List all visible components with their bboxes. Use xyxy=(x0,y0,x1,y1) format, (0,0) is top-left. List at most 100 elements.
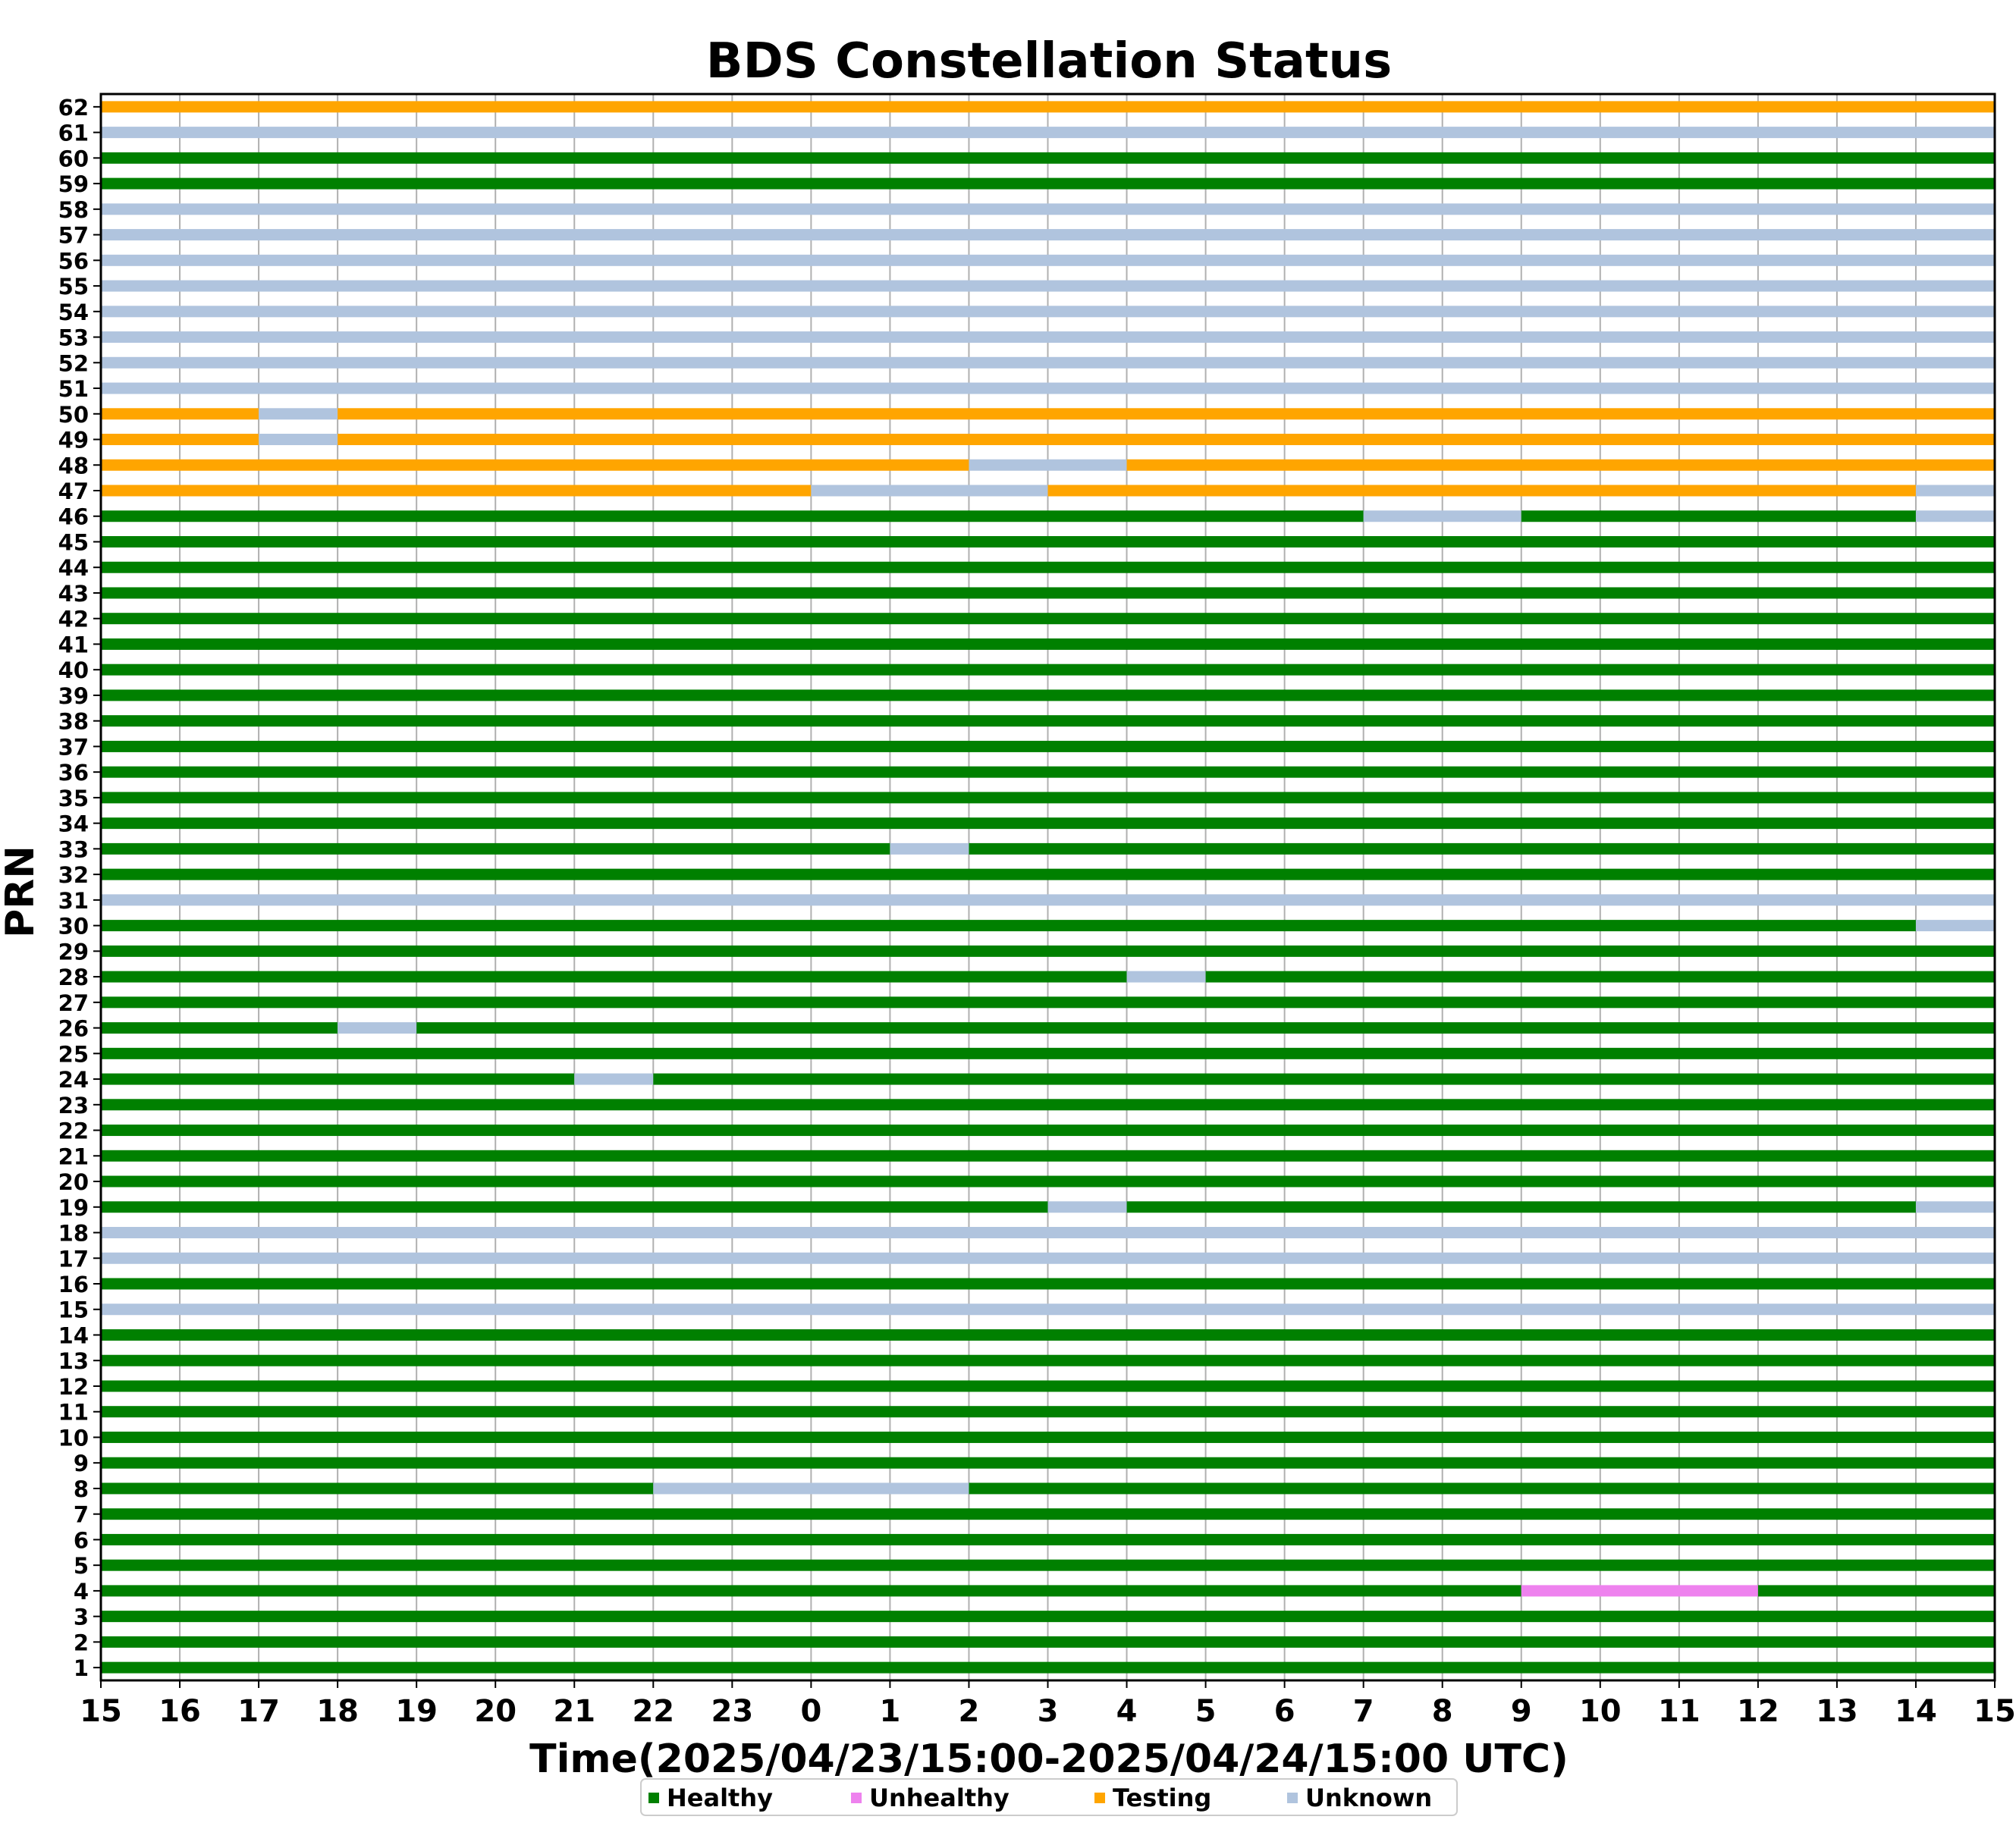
y-tick-label: 35 xyxy=(58,786,89,811)
x-tick-label: 15 xyxy=(1974,1694,2016,1729)
y-tick-label: 55 xyxy=(58,274,89,300)
y-tick-label: 29 xyxy=(58,939,89,965)
status-segment-prn-61 xyxy=(101,127,1995,139)
status-segment-prn-32 xyxy=(101,868,1995,880)
y-tick-label: 8 xyxy=(74,1476,89,1502)
status-segment-prn-48 xyxy=(969,459,1127,471)
y-tick-label: 25 xyxy=(58,1041,89,1067)
status-segment-prn-30 xyxy=(101,920,1916,932)
y-tick-label: 15 xyxy=(58,1297,89,1323)
status-segment-prn-5 xyxy=(101,1559,1995,1571)
y-tick-label: 28 xyxy=(58,965,89,990)
y-tick-label: 59 xyxy=(58,171,89,197)
status-segment-prn-30 xyxy=(1915,920,1995,932)
status-segment-prn-11 xyxy=(101,1406,1995,1418)
x-tick-label: 14 xyxy=(1895,1694,1937,1729)
y-tick-label: 4 xyxy=(74,1579,89,1605)
status-segment-prn-1 xyxy=(101,1661,1995,1674)
status-segment-prn-49 xyxy=(259,434,338,446)
status-segment-prn-28 xyxy=(1126,971,1206,983)
status-bars xyxy=(101,101,1995,1674)
status-segment-prn-4 xyxy=(101,1585,1521,1597)
status-segment-prn-50 xyxy=(338,408,1995,420)
status-segment-prn-50 xyxy=(259,408,338,420)
y-tick-label: 53 xyxy=(58,325,89,351)
x-tick-label: 20 xyxy=(474,1694,517,1729)
y-tick-label: 6 xyxy=(74,1527,89,1553)
status-segment-prn-10 xyxy=(101,1431,1995,1443)
status-segment-prn-9 xyxy=(101,1457,1995,1469)
y-tick-label: 14 xyxy=(58,1322,89,1348)
x-tick-label: 13 xyxy=(1816,1694,1858,1729)
y-tick-label: 2 xyxy=(74,1630,89,1655)
status-segment-prn-46 xyxy=(1521,510,1916,522)
x-tick-label: 2 xyxy=(959,1694,980,1729)
y-tick-label: 56 xyxy=(58,248,89,274)
y-tick-label: 39 xyxy=(58,683,89,709)
y-tick-label: 54 xyxy=(58,300,89,325)
status-segment-prn-19 xyxy=(1047,1201,1127,1213)
y-tick-label: 21 xyxy=(58,1144,89,1169)
status-segment-prn-25 xyxy=(101,1047,1995,1059)
y-tick-label: 17 xyxy=(58,1246,89,1272)
y-tick-label: 36 xyxy=(58,760,89,786)
status-segment-prn-19 xyxy=(1915,1201,1995,1213)
y-tick-label: 60 xyxy=(58,146,89,171)
legend-swatch-unhealthy xyxy=(851,1793,862,1803)
y-tick-label: 24 xyxy=(58,1067,89,1093)
y-tick-label: 44 xyxy=(58,555,89,581)
x-axis-label: Time(2025/04/23/15:00-2025/04/24/15:00 U… xyxy=(529,1736,1569,1782)
y-tick-label: 51 xyxy=(58,376,89,402)
y-tick-label: 33 xyxy=(58,836,89,862)
status-segment-prn-13 xyxy=(101,1354,1995,1366)
status-segment-prn-37 xyxy=(101,740,1995,752)
y-tick-label: 43 xyxy=(58,581,89,607)
status-segment-prn-51 xyxy=(101,382,1995,394)
y-tick-label: 46 xyxy=(58,504,89,530)
status-segment-prn-20 xyxy=(101,1175,1995,1187)
legend-frame xyxy=(640,1778,1458,1816)
status-segment-prn-21 xyxy=(101,1150,1995,1162)
y-tick-label: 1 xyxy=(74,1655,89,1681)
x-axis-ticks: 15 16 17 18 19 20 21 22 23 0 1 2 3 4 5 6 7 8 9 10 11 12 13 14 15 xyxy=(80,1680,2016,1729)
status-segment-prn-33 xyxy=(101,842,890,855)
y-tick-label: 16 xyxy=(58,1272,89,1297)
status-segment-prn-26 xyxy=(101,1022,338,1034)
status-segment-prn-56 xyxy=(101,254,1995,266)
y-tick-label: 48 xyxy=(58,453,89,478)
y-tick-label: 13 xyxy=(58,1348,89,1374)
x-tick-label: 0 xyxy=(800,1694,821,1729)
status-segment-prn-12 xyxy=(101,1380,1995,1392)
legend-swatch-healthy xyxy=(648,1793,659,1803)
y-tick-label: 47 xyxy=(58,478,89,504)
status-segment-prn-48 xyxy=(101,459,969,471)
y-tick-label: 34 xyxy=(58,811,89,837)
status-segment-prn-16 xyxy=(101,1278,1995,1290)
chart-title: BDS Constellation Status xyxy=(706,33,1392,89)
status-segment-prn-60 xyxy=(101,152,1995,164)
x-tick-label: 10 xyxy=(1579,1694,1622,1729)
status-segment-prn-38 xyxy=(101,715,1995,727)
status-segment-prn-33 xyxy=(890,842,969,855)
status-segment-prn-49 xyxy=(101,434,259,446)
status-segment-prn-3 xyxy=(101,1611,1995,1623)
status-segment-prn-55 xyxy=(101,280,1995,292)
y-tick-label: 10 xyxy=(58,1425,89,1451)
y-tick-label: 52 xyxy=(58,350,89,376)
status-segment-prn-2 xyxy=(101,1636,1995,1648)
x-tick-label: 1 xyxy=(879,1694,900,1729)
y-tick-label: 38 xyxy=(58,709,89,735)
y-tick-label: 61 xyxy=(58,121,89,146)
status-segment-prn-46 xyxy=(1363,510,1521,522)
x-tick-label: 12 xyxy=(1737,1694,1779,1729)
status-segment-prn-19 xyxy=(1126,1201,1916,1213)
y-tick-label: 57 xyxy=(58,223,89,249)
x-tick-label: 19 xyxy=(395,1694,438,1729)
y-tick-label: 45 xyxy=(58,529,89,555)
status-segment-prn-8 xyxy=(653,1482,969,1495)
y-tick-label: 40 xyxy=(58,657,89,683)
y-tick-label: 50 xyxy=(58,402,89,428)
status-segment-prn-4 xyxy=(1521,1585,1758,1597)
y-tick-label: 19 xyxy=(58,1195,89,1221)
